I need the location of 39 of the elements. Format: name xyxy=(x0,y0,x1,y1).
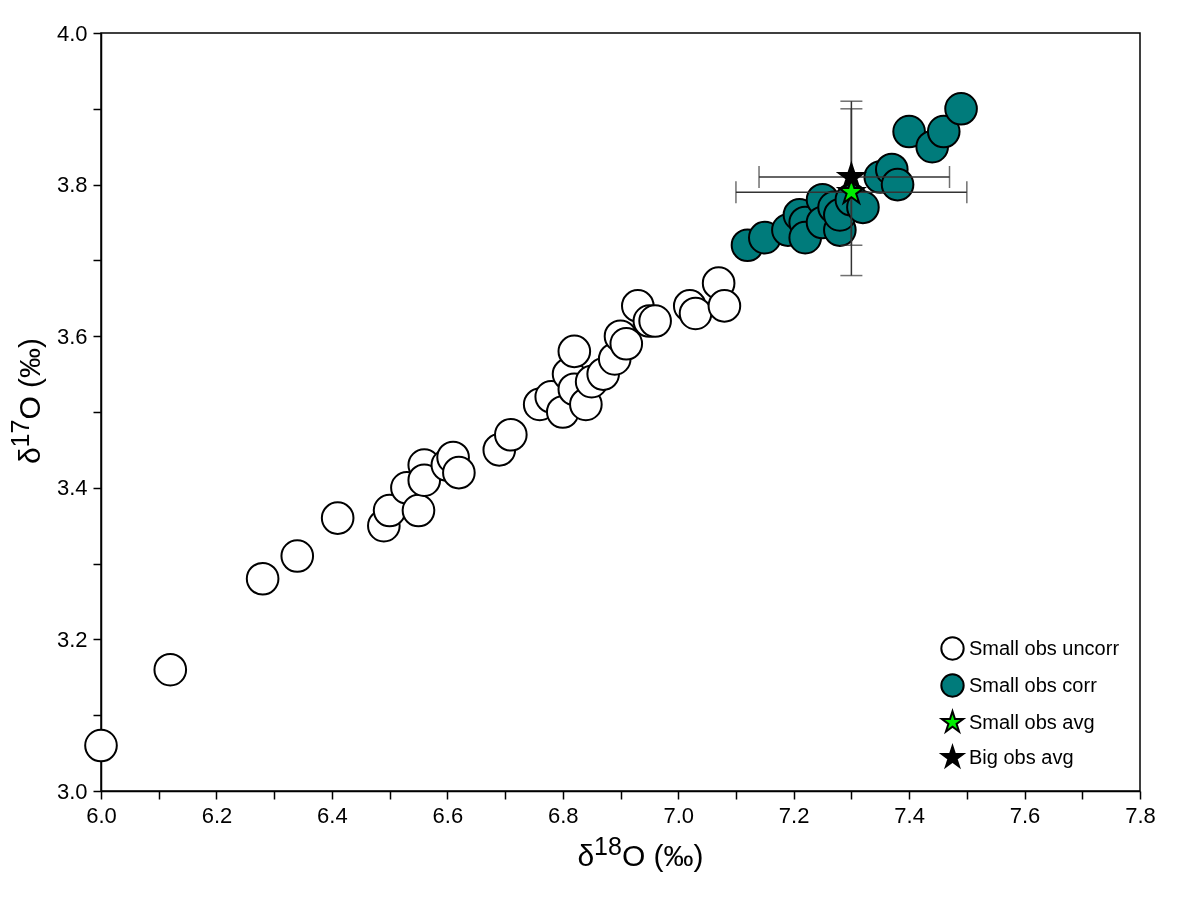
x-tick-label: 7.8 xyxy=(1125,802,1156,828)
point xyxy=(707,289,742,323)
y-tick-label: 3.0 xyxy=(56,778,88,804)
point xyxy=(84,728,118,763)
y-tick-label: 4.0 xyxy=(56,20,88,46)
point xyxy=(944,92,978,126)
point xyxy=(926,114,961,149)
x-tick-label: 6.4 xyxy=(317,802,348,828)
point xyxy=(638,304,672,338)
y-tick-label: 3.8 xyxy=(56,172,88,198)
legend-label: Big obs avg xyxy=(969,745,1074,768)
point xyxy=(407,463,442,497)
x-tick-label: 6.0 xyxy=(86,802,117,828)
point xyxy=(837,162,865,189)
x-tick-label: 7.6 xyxy=(1009,802,1041,828)
point xyxy=(678,296,713,331)
x-tick-label: 7.4 xyxy=(894,802,925,828)
x-tick-label: 6.6 xyxy=(432,802,464,828)
x-tick-label: 7.2 xyxy=(778,802,810,828)
x-tick-label: 6.2 xyxy=(201,802,233,828)
point xyxy=(153,652,188,687)
point xyxy=(609,327,644,361)
legend-label: Small obs corr xyxy=(969,673,1098,696)
legend-label: Small obs avg xyxy=(969,710,1095,733)
x-tick-label: 7.0 xyxy=(663,802,695,828)
x-tick-label: 6.8 xyxy=(547,802,579,828)
point xyxy=(557,334,592,369)
point xyxy=(442,455,476,490)
point xyxy=(245,561,280,596)
y-tick-label: 3.4 xyxy=(56,475,88,501)
point xyxy=(280,539,315,573)
point xyxy=(494,417,528,452)
point xyxy=(401,493,436,528)
y-tick-label: 3.2 xyxy=(56,626,88,652)
x-axis-title: δ$^{18}$O (‰) xyxy=(576,832,705,873)
legend-label: Small obs uncorr xyxy=(969,636,1120,659)
y-tick-label: 3.6 xyxy=(56,323,88,349)
point xyxy=(892,114,926,149)
point xyxy=(320,501,355,535)
